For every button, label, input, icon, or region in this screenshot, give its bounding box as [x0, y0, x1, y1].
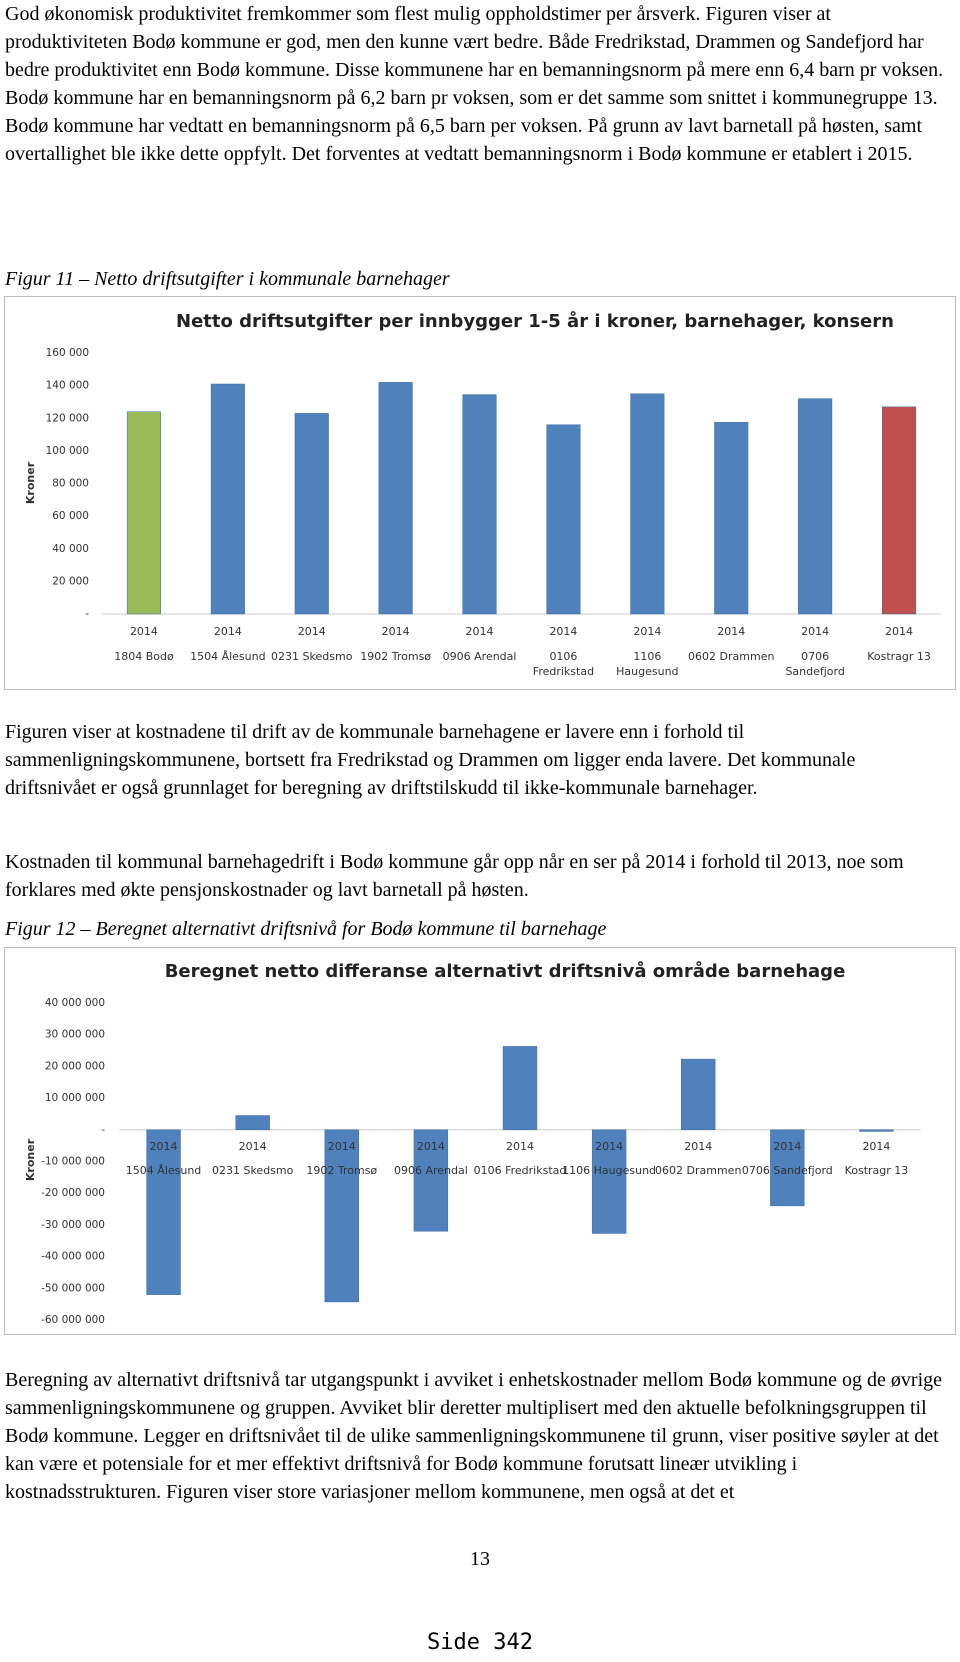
- chart: Netto driftsutgifter per innbygger 1-5 å…: [4, 296, 956, 690]
- y-tick-label: -60 000 000: [41, 1314, 105, 1326]
- bar: [210, 383, 245, 615]
- y-tick-label: 80 000: [52, 478, 89, 490]
- x-tick-year: 2014: [328, 1140, 356, 1153]
- y-tick-label: 60 000: [52, 510, 89, 522]
- x-tick-year: 2014: [549, 625, 577, 638]
- y-tick-label: 140 000: [46, 380, 89, 392]
- x-tick-year: 2014: [214, 625, 242, 638]
- bar: [770, 1129, 805, 1207]
- x-tick-label: 0106 Fredrikstad: [533, 650, 594, 678]
- bar: [235, 1115, 270, 1131]
- y-tick-label: 20 000 000: [45, 1060, 105, 1072]
- bar: [546, 424, 581, 615]
- y-axis-label: Kroner: [24, 1138, 37, 1181]
- y-tick-label: 40 000: [52, 543, 89, 555]
- x-tick-year: 2014: [862, 1140, 890, 1153]
- y-tick-label: -20 000 000: [41, 1187, 105, 1199]
- x-tick-label: 0706 Sandefjord: [785, 650, 844, 678]
- y-tick-label: 30 000 000: [45, 1029, 105, 1041]
- x-tick-year: 2014: [466, 625, 494, 638]
- bar: [294, 413, 329, 615]
- x-tick-year: 2014: [801, 625, 829, 638]
- x-tick-label: 1106 Haugesund: [562, 1164, 656, 1177]
- footer: Side 342: [427, 1630, 533, 1655]
- x-tick-label: 0602 Drammen: [688, 650, 774, 663]
- bar: [714, 422, 749, 615]
- x-tick-year: 2014: [885, 625, 913, 638]
- x-tick-year: 2014: [633, 625, 661, 638]
- x-tick-year: 2014: [239, 1140, 267, 1153]
- figure-caption: Figur 11 – Netto driftsutgifter i kommun…: [5, 268, 450, 290]
- x-tick-year: 2014: [130, 625, 158, 638]
- x-tick-year: 2014: [717, 625, 745, 638]
- bar: [502, 1046, 538, 1131]
- x-tick-label: 0906 Arendal: [443, 650, 517, 663]
- paragraph: Figuren viser at kostnadene til drift av…: [5, 721, 856, 799]
- x-tick-label: 1902 Tromsø: [306, 1164, 377, 1177]
- paragraph: Beregning av alternativt driftsnivå tar …: [5, 1369, 943, 1503]
- x-tick-label: 1804 Bodø: [114, 650, 174, 663]
- bar: [324, 1129, 359, 1303]
- x-tick-year: 2014: [382, 625, 410, 638]
- y-tick-label: -30 000 000: [41, 1219, 105, 1231]
- y-tick-label: 120 000: [46, 412, 89, 424]
- bar: [591, 1129, 627, 1234]
- page-number: 13: [470, 1548, 490, 1570]
- y-tick-label: 10 000 000: [45, 1092, 105, 1104]
- x-tick-label: 0706 Sandefjord: [742, 1164, 833, 1177]
- figure-caption: Figur 12 – Beregnet alternativt driftsni…: [5, 918, 607, 940]
- x-tick-label: 0231 Skedsmo: [271, 650, 353, 663]
- x-tick-year: 2014: [417, 1140, 445, 1153]
- paragraph: God økonomisk produktivitet fremkommer s…: [5, 3, 944, 165]
- bar: [859, 1129, 894, 1132]
- y-tick-label: -40 000 000: [41, 1251, 105, 1263]
- bar: [462, 394, 497, 615]
- chart: Beregnet netto differanse alternativt dr…: [4, 947, 956, 1335]
- x-tick-label: 1504 Ålesund: [126, 1164, 202, 1177]
- y-tick-label: 100 000: [46, 445, 89, 457]
- bar: [146, 1129, 181, 1295]
- bar: [681, 1058, 716, 1131]
- y-axis-label: Kroner: [24, 461, 37, 504]
- bar: [413, 1129, 449, 1232]
- bar: [798, 398, 833, 615]
- bar: [378, 382, 413, 615]
- y-tick-label: -: [85, 608, 89, 620]
- y-tick-label: 160 000: [46, 347, 89, 359]
- y-tick-label: -10 000 000: [41, 1156, 105, 1168]
- x-tick-label: 1902 Tromsø: [360, 650, 431, 663]
- x-tick-year: 2014: [773, 1140, 801, 1153]
- x-tick-year: 2014: [298, 625, 326, 638]
- bar: [630, 393, 665, 615]
- y-tick-label: 20 000: [52, 575, 89, 587]
- x-tick-label: Kostragr 13: [845, 1164, 909, 1177]
- bar: [882, 406, 917, 615]
- y-tick-label: -50 000 000: [41, 1282, 105, 1294]
- chart-title: Netto driftsutgifter per innbygger 1-5 å…: [176, 310, 894, 332]
- x-tick-year: 2014: [506, 1140, 534, 1153]
- x-tick-year: 2014: [684, 1140, 712, 1153]
- x-tick-label: 0231 Skedsmo: [212, 1164, 294, 1177]
- x-tick-label: 0106 Fredrikstad: [474, 1164, 567, 1177]
- y-tick-label: -: [101, 1124, 105, 1136]
- x-tick-label: 1504 Ålesund: [190, 650, 266, 663]
- x-tick-label: 0906 Arendal: [394, 1164, 468, 1177]
- bar: [126, 411, 161, 615]
- x-tick-year: 2014: [595, 1140, 623, 1153]
- x-tick-label: Kostragr 13: [867, 650, 931, 663]
- y-tick-label: 40 000 000: [45, 997, 105, 1009]
- paragraph: Kostnaden til kommunal barnehagedrift i …: [5, 851, 904, 901]
- x-tick-year: 2014: [150, 1140, 178, 1153]
- x-tick-label: 1106 Haugesund: [616, 650, 678, 678]
- chart-title: Beregnet netto differanse alternativt dr…: [165, 960, 846, 982]
- x-tick-label: 0602 Drammen: [655, 1164, 741, 1177]
